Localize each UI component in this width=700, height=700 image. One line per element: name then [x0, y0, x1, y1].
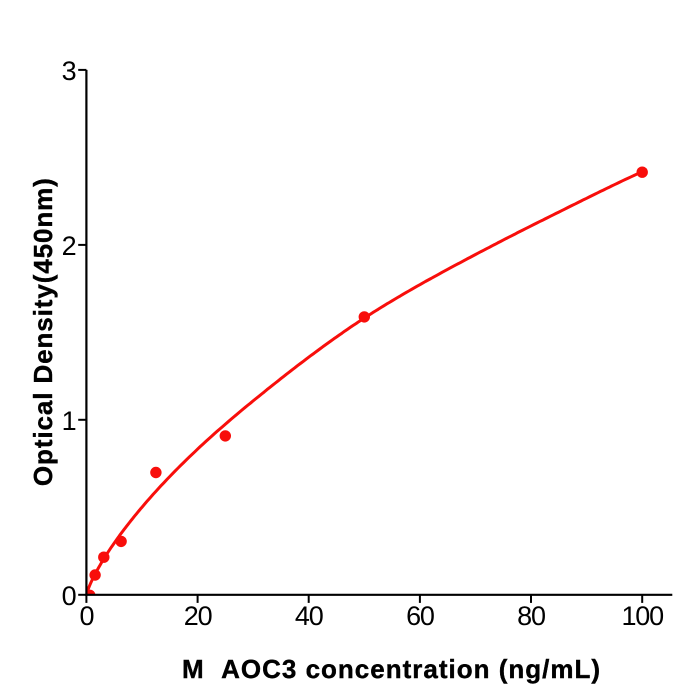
svg-text:1: 1 [62, 406, 76, 436]
svg-text:M AOC3 concentration (ng/mL): M AOC3 concentration (ng/mL) [182, 654, 601, 684]
svg-text:0: 0 [62, 581, 76, 611]
svg-text:3: 3 [62, 56, 76, 86]
svg-text:40: 40 [295, 601, 323, 631]
svg-text:60: 60 [406, 601, 434, 631]
svg-text:Optical Density(450nm): Optical Density(450nm) [28, 177, 58, 486]
svg-text:20: 20 [184, 601, 212, 631]
svg-text:100: 100 [621, 601, 663, 631]
svg-text:80: 80 [517, 601, 545, 631]
svg-text:0: 0 [79, 601, 93, 631]
svg-text:2: 2 [62, 231, 76, 261]
